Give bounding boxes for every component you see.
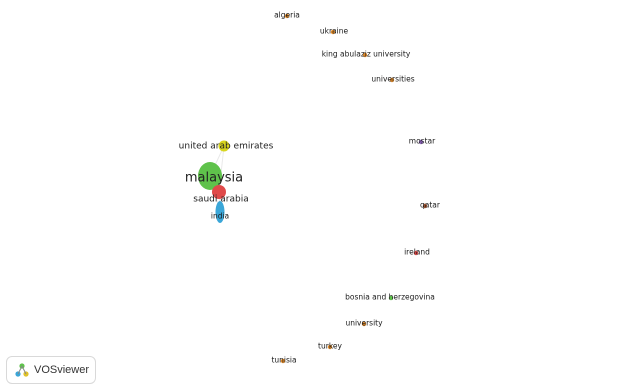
vosviewer-label: VOSviewer [34,364,90,376]
node-label-qatar[interactable]: qatar [420,200,440,210]
node-bosnia [388,295,394,301]
node-malaysia [198,162,222,190]
vosviewer-logo-icon [15,363,29,377]
node-ireland [413,250,419,256]
node-label-ireland[interactable]: ireland [404,247,430,257]
node-universities [389,77,395,83]
node-algeria [284,13,290,19]
node-label-university[interactable]: university [345,318,383,328]
node-qatar [422,203,428,209]
node-label-saudi[interactable]: saudi arabia [193,194,249,205]
node-university [361,321,367,327]
node-tunisia [280,358,286,364]
node-kau [362,52,368,58]
node-label-uae[interactable]: united arab emirates [178,141,274,152]
node-label-india[interactable]: india [210,211,230,221]
vosviewer-badge: VOSviewer [6,356,96,384]
node-ukraine [330,29,336,35]
node-turkey [327,344,333,350]
node-label-mostar[interactable]: mostar [408,136,436,146]
node-uae [218,140,230,152]
node-label-malaysia[interactable]: malaysia [184,170,244,186]
node-label-tunisia[interactable]: tunisia [271,355,297,365]
link-uae-saudi [218,145,225,193]
node-india [215,201,225,223]
node-label-algeria[interactable]: algeria [274,10,300,20]
node-label-bosnia[interactable]: bosnia and herzegovina [345,292,435,302]
node-label-kau[interactable]: king abulaziz university [321,49,411,59]
node-label-universities[interactable]: universities [371,74,415,84]
node-mostar [418,139,424,145]
node-label-turkey[interactable]: turkey [318,341,342,351]
node-label-ukraine[interactable]: ukraine [319,26,349,36]
node-saudi [212,185,226,199]
